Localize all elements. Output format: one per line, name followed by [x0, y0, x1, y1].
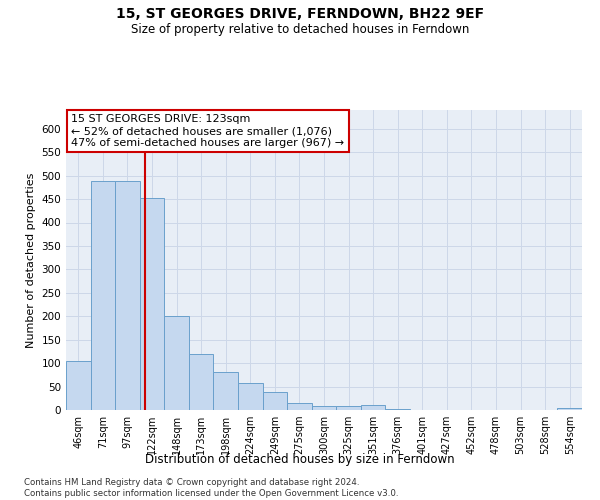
- Bar: [312, 406, 336, 410]
- Bar: [115, 181, 140, 410]
- Text: Contains HM Land Registry data © Crown copyright and database right 2024.
Contai: Contains HM Land Registry data © Crown c…: [24, 478, 398, 498]
- Bar: [164, 316, 189, 410]
- Bar: [66, 361, 91, 410]
- Bar: [385, 409, 410, 410]
- Bar: [189, 354, 214, 410]
- Bar: [140, 198, 164, 410]
- Y-axis label: Number of detached properties: Number of detached properties: [26, 172, 36, 348]
- Text: 15, ST GEORGES DRIVE, FERNDOWN, BH22 9EF: 15, ST GEORGES DRIVE, FERNDOWN, BH22 9EF: [116, 8, 484, 22]
- Bar: [557, 408, 582, 410]
- Bar: [214, 372, 238, 410]
- Text: Distribution of detached houses by size in Ferndown: Distribution of detached houses by size …: [145, 452, 455, 466]
- Bar: [238, 384, 263, 410]
- Bar: [263, 392, 287, 410]
- Bar: [361, 406, 385, 410]
- Text: Size of property relative to detached houses in Ferndown: Size of property relative to detached ho…: [131, 22, 469, 36]
- Bar: [336, 406, 361, 410]
- Bar: [91, 181, 115, 410]
- Bar: [287, 404, 312, 410]
- Text: 15 ST GEORGES DRIVE: 123sqm
← 52% of detached houses are smaller (1,076)
47% of : 15 ST GEORGES DRIVE: 123sqm ← 52% of det…: [71, 114, 344, 148]
